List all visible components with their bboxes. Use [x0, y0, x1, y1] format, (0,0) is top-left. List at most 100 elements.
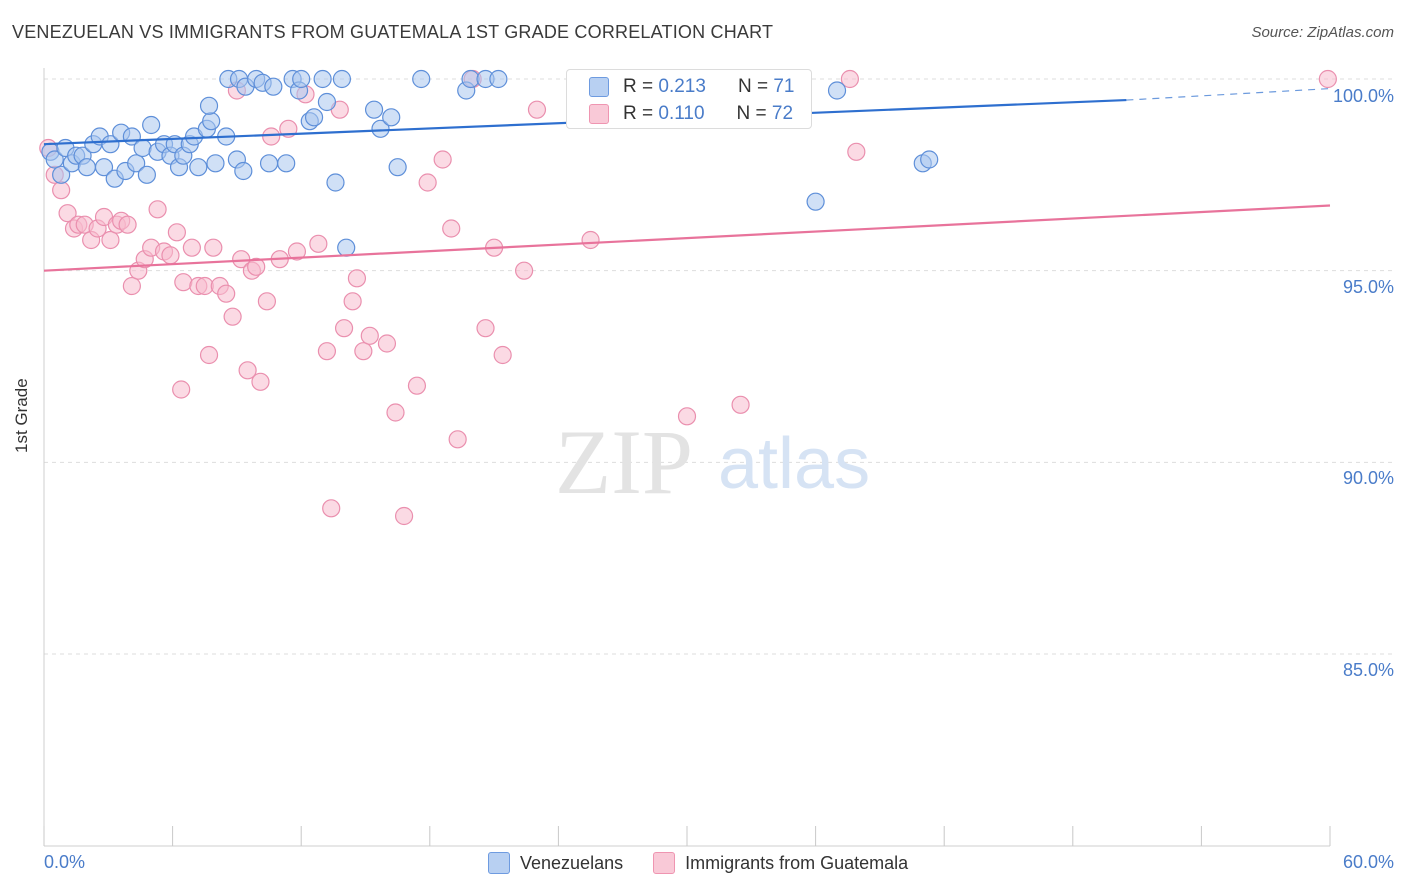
data-point	[322, 499, 341, 518]
data-point	[223, 307, 242, 326]
data-point	[317, 92, 337, 112]
data-point	[118, 215, 137, 234]
pink-swatch	[589, 104, 609, 124]
stats-box: R = 0.213 N = 71 R = 0.110 N = 72	[566, 69, 812, 129]
chart-title: VENEZUELAN VS IMMIGRANTS FROM GUATEMALA …	[12, 22, 774, 42]
data-point	[827, 81, 847, 100]
data-point	[238, 361, 257, 380]
x-tick-label-min: 0.0%	[44, 852, 86, 872]
series-guatemala-points	[39, 69, 1337, 526]
data-point	[364, 100, 384, 119]
data-point	[407, 376, 427, 395]
data-point	[448, 430, 467, 449]
data-point	[309, 234, 328, 253]
data-point	[287, 242, 307, 261]
data-point	[412, 69, 431, 89]
trend-line-venezuelans-extension	[1126, 87, 1331, 101]
legend-swatch-blue	[488, 852, 510, 874]
data-point	[920, 150, 939, 169]
data-point	[677, 407, 697, 426]
legend-swatch-pink	[653, 852, 676, 874]
stats-row-venezuelans: R = 0.213 N = 71	[589, 76, 794, 98]
legend-label: Immigrants from Guatemala	[685, 852, 909, 873]
r-label: R =	[623, 76, 654, 97]
data-point	[343, 292, 362, 311]
data-point	[840, 69, 859, 89]
data-point	[332, 69, 352, 89]
data-point	[202, 112, 221, 131]
legend-item-guatemala[interactable]: Immigrants from Guatemala	[653, 852, 908, 874]
data-point	[371, 119, 390, 138]
data-point	[377, 334, 397, 353]
n-value: 72	[771, 103, 794, 124]
data-point	[334, 319, 354, 338]
y-tick-label: 95.0%	[1342, 277, 1394, 297]
data-point	[847, 142, 866, 161]
data-point	[167, 223, 186, 242]
data-point	[259, 154, 279, 173]
data-point	[326, 173, 345, 192]
data-point	[382, 108, 401, 127]
data-point	[58, 204, 77, 223]
data-point	[122, 276, 141, 296]
legend: Venezuelans Immigrants from Guatemala	[488, 852, 908, 874]
data-point	[388, 158, 407, 177]
data-point	[418, 173, 437, 192]
legend-label: Venezuelans	[520, 852, 624, 873]
data-point	[489, 69, 508, 89]
data-point	[94, 158, 114, 177]
data-point	[161, 246, 180, 265]
data-point	[394, 506, 414, 526]
data-point	[182, 238, 201, 257]
data-point	[292, 69, 311, 89]
n-value: 71	[773, 76, 795, 97]
data-point	[581, 230, 600, 250]
y-tick-label: 100.0%	[1332, 86, 1394, 106]
y-axis-label: 1st Grade	[12, 378, 31, 453]
r-value: 0.110	[658, 103, 705, 124]
legend-item-venezuelans[interactable]: Venezuelans	[488, 852, 623, 874]
data-point	[257, 292, 277, 311]
data-point	[45, 150, 64, 169]
x-tick-label-max: 60.0%	[1342, 852, 1394, 872]
source-label: Source: ZipAtlas.com	[1251, 24, 1394, 41]
data-point	[304, 108, 324, 127]
r-label: R =	[623, 103, 654, 124]
data-point	[442, 219, 461, 238]
data-point	[354, 342, 373, 361]
data-point	[386, 403, 405, 422]
data-point	[127, 154, 146, 173]
data-point	[217, 284, 236, 303]
n-label: N =	[737, 76, 769, 97]
data-point	[251, 372, 270, 391]
data-point	[142, 115, 161, 135]
data-point	[133, 138, 152, 158]
data-point	[476, 319, 495, 338]
data-point	[234, 161, 253, 181]
data-point	[731, 395, 750, 414]
data-point	[493, 345, 512, 365]
series-venezuelans-points	[41, 69, 939, 257]
data-point	[148, 200, 167, 219]
data-point	[527, 100, 547, 119]
data-point	[199, 96, 219, 115]
data-point	[172, 380, 191, 399]
data-point	[1318, 69, 1337, 89]
trend-line-guatemala	[43, 204, 1331, 272]
data-point	[264, 77, 283, 96]
data-point	[137, 165, 156, 184]
data-point	[313, 69, 332, 89]
data-point	[433, 150, 452, 169]
data-point	[277, 154, 296, 173]
data-point	[189, 158, 208, 177]
data-point	[206, 154, 225, 173]
data-point	[77, 158, 96, 177]
x-ticks	[43, 826, 1331, 846]
data-point	[347, 269, 367, 288]
data-point	[52, 165, 71, 184]
blue-swatch	[589, 77, 609, 97]
data-point	[317, 342, 337, 361]
data-point	[806, 192, 825, 211]
watermark-atlas: atlas	[718, 424, 870, 504]
